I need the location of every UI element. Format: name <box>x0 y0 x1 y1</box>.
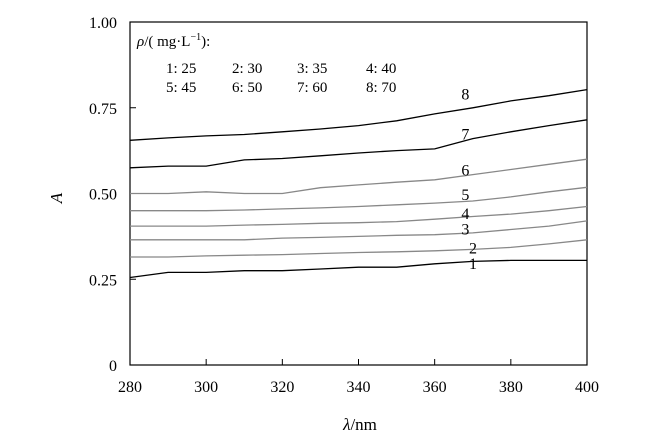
legend-title-end: ): <box>201 34 210 50</box>
series-line-4 <box>130 205 588 227</box>
y-tick-label: 0.75 <box>89 101 117 118</box>
legend-entry-7: 7: 60 <box>297 80 327 96</box>
y-tick-label: 0.25 <box>89 272 117 289</box>
plot-frame <box>129 21 588 366</box>
series-line-5 <box>130 186 588 212</box>
series-line-3 <box>130 220 588 241</box>
legend-entry-2: 2: 30 <box>232 61 262 77</box>
legend-entry-6: 6: 50 <box>232 80 262 96</box>
series-label-2: 2 <box>469 240 477 257</box>
x-tick-label: 400 <box>575 379 599 396</box>
series-label-5: 5 <box>461 187 469 204</box>
series-label-6: 6 <box>461 163 469 180</box>
series-label-1: 1 <box>469 256 477 273</box>
series-label-3: 3 <box>461 222 469 239</box>
x-tick-label: 380 <box>499 379 523 396</box>
y-tick-label: 0 <box>109 358 117 375</box>
series-lines <box>129 88 588 279</box>
legend-entry-1: 1: 25 <box>166 61 196 77</box>
legend-entry-5: 5: 45 <box>166 80 196 96</box>
legend-entry-3: 3: 35 <box>297 61 327 77</box>
x-tick-label: 280 <box>118 379 142 396</box>
legend-title: ρ/( mg·L−1): <box>136 32 210 50</box>
x-tick-label: 360 <box>423 379 447 396</box>
series-line-2 <box>130 239 588 258</box>
y-tick-label: 0.50 <box>89 187 117 204</box>
x-axis-title-unit: /nm <box>350 415 376 434</box>
x-axis-title-symbol: λ <box>342 415 350 434</box>
legend-title-symbol: ρ <box>136 34 144 50</box>
legend-entry-8: 8: 70 <box>366 80 396 96</box>
x-tick-label: 340 <box>347 379 371 396</box>
series-line-1 <box>129 259 587 279</box>
legend: ρ/( mg·L−1): 1: 25 2: 30 3: 35 4: 40 5: 45 6:… <box>136 32 396 96</box>
legend-title-superscript: −1 <box>190 32 201 43</box>
x-tick-label: 320 <box>270 379 294 396</box>
legend-title-unit: /( mg·L <box>144 34 190 50</box>
series-line-8 <box>129 88 588 141</box>
legend-entry-4: 4: 40 <box>366 61 396 77</box>
x-axis: 280 300 320 340 360 380 400 <box>118 359 599 396</box>
series-label-8: 8 <box>461 87 469 104</box>
series-label-7: 7 <box>461 127 469 144</box>
plot-border <box>129 21 588 366</box>
x-axis-title: λ/nm <box>342 415 377 434</box>
y-axis-title: A <box>47 192 66 204</box>
series-label-4: 4 <box>461 206 469 223</box>
legend-entries: 1: 25 2: 30 3: 35 4: 40 5: 45 6: 50 7: 60 8: 70 <box>166 61 396 96</box>
y-tick-label: 1.00 <box>89 15 117 32</box>
series-line-6 <box>130 158 588 195</box>
series-line-7 <box>129 119 588 169</box>
y-axis: 0 0.25 0.50 0.75 1.00 <box>89 15 136 375</box>
x-tick-label: 300 <box>194 379 218 396</box>
